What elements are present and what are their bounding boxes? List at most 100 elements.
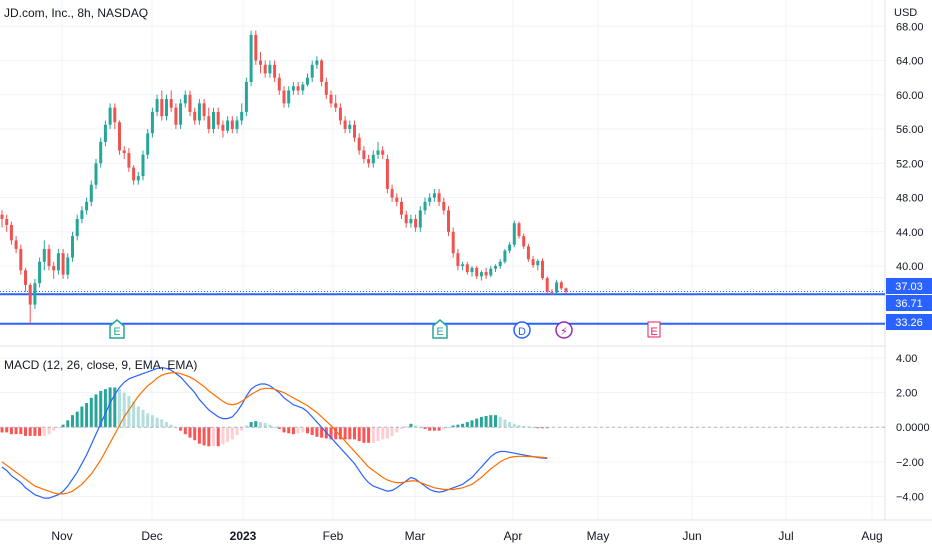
candle-body[interactable] <box>136 176 140 181</box>
candle-body[interactable] <box>503 250 507 262</box>
candle-body[interactable] <box>334 103 338 108</box>
candle-body[interactable] <box>0 214 4 219</box>
candle-body[interactable] <box>155 99 159 112</box>
candle-body[interactable] <box>376 150 380 155</box>
time-axis-labels[interactable]: Nov Dec 2023 Feb Mar Apr May Jun Jul Aug <box>51 529 882 543</box>
event-marker-split[interactable]: ⚡ <box>555 321 573 339</box>
candle-body[interactable] <box>42 248 46 262</box>
candle-body[interactable] <box>277 77 281 91</box>
candle-body[interactable] <box>207 116 211 130</box>
candle-body[interactable] <box>447 210 450 232</box>
candle-body[interactable] <box>122 150 126 154</box>
candle-body[interactable] <box>367 159 371 164</box>
candle-body[interactable] <box>315 60 319 65</box>
candle-body[interactable] <box>146 133 150 155</box>
candle-body[interactable] <box>484 272 488 276</box>
candle-body[interactable] <box>188 94 192 112</box>
price-axis-labels[interactable]: 40.00 44.00 48.00 52.00 56.00 60.00 64.00 68.00 <box>896 21 924 273</box>
candle-body[interactable] <box>75 218 79 237</box>
candle-body[interactable] <box>306 77 309 85</box>
candle-body[interactable] <box>169 99 173 108</box>
candle-body[interactable] <box>310 64 314 78</box>
candle-body[interactable] <box>470 267 474 273</box>
candle-body[interactable] <box>89 184 93 202</box>
candle-body[interactable] <box>9 224 13 241</box>
candle-body[interactable] <box>456 253 460 267</box>
candle-body[interactable] <box>400 201 403 215</box>
candle-body[interactable] <box>301 84 305 91</box>
candle-body[interactable] <box>512 223 516 245</box>
candle-body[interactable] <box>437 193 441 202</box>
candle-body[interactable] <box>296 86 300 91</box>
candle-body[interactable] <box>371 154 375 164</box>
candle-body[interactable] <box>132 167 136 181</box>
candle-body[interactable] <box>418 210 422 228</box>
candles[interactable] <box>0 30 568 324</box>
candle-body[interactable] <box>216 111 220 125</box>
candle-body[interactable] <box>381 150 385 155</box>
candle-body[interactable] <box>465 264 469 273</box>
candle-body[interactable] <box>291 86 295 91</box>
candle-body[interactable] <box>541 260 544 279</box>
candle-body[interactable] <box>423 201 427 211</box>
candle-body[interactable] <box>268 64 272 74</box>
event-markers[interactable]: E E D ⚡ E <box>109 319 661 339</box>
candle-body[interactable] <box>193 111 197 121</box>
candle-body[interactable] <box>221 124 225 131</box>
candle-body[interactable] <box>550 291 554 293</box>
candle-body[interactable] <box>240 111 244 121</box>
candle-body[interactable] <box>150 111 154 134</box>
candle-body[interactable] <box>357 137 361 151</box>
candle-body[interactable] <box>56 253 60 271</box>
candle-body[interactable] <box>390 188 394 198</box>
candle-body[interactable] <box>230 120 234 130</box>
candle-body[interactable] <box>94 163 98 185</box>
candle-body[interactable] <box>52 266 56 271</box>
candle-body[interactable] <box>38 261 42 284</box>
candle-body[interactable] <box>451 231 455 254</box>
candle-body[interactable] <box>197 103 201 121</box>
candle-body[interactable] <box>273 64 277 78</box>
candle-body[interactable] <box>498 261 502 267</box>
candle-body[interactable] <box>353 124 356 138</box>
candle-body[interactable] <box>160 99 164 117</box>
candle-body[interactable] <box>80 210 84 219</box>
candle-body[interactable] <box>14 240 18 249</box>
candle-body[interactable] <box>517 223 521 237</box>
candle-body[interactable] <box>536 260 540 266</box>
candle-body[interactable] <box>113 107 117 123</box>
candle-body[interactable] <box>71 236 74 258</box>
macd-indicator-title[interactable]: MACD (12, 26, close, 9, EMA, EMA) <box>4 358 198 372</box>
candle-body[interactable] <box>564 288 568 292</box>
candle-body[interactable] <box>103 124 107 142</box>
candle-body[interactable] <box>428 197 432 202</box>
candle-body[interactable] <box>338 107 342 121</box>
event-marker-earnings[interactable]: E <box>432 319 448 339</box>
candle-body[interactable] <box>409 218 413 224</box>
candle-body[interactable] <box>479 272 483 277</box>
candle-body[interactable] <box>235 120 239 130</box>
candle-body[interactable] <box>47 248 51 267</box>
candle-body[interactable] <box>508 244 512 251</box>
candle-body[interactable] <box>432 193 436 198</box>
candle-body[interactable] <box>531 259 535 266</box>
candle-body[interactable] <box>559 282 563 289</box>
event-marker-earnings-future[interactable]: E <box>647 321 661 338</box>
candle-body[interactable] <box>85 201 89 211</box>
candle-body[interactable] <box>362 150 366 160</box>
reference-lines[interactable] <box>0 290 885 325</box>
chart-title[interactable]: JD.com, Inc., 8h, NASDAQ <box>4 6 149 20</box>
candle-body[interactable] <box>19 248 23 271</box>
candle-body[interactable] <box>320 60 324 82</box>
candle-body[interactable] <box>489 268 493 276</box>
candle-body[interactable] <box>348 124 352 130</box>
event-marker-dividend[interactable]: D <box>513 321 531 339</box>
candle-body[interactable] <box>324 81 328 95</box>
candle-body[interactable] <box>475 267 479 277</box>
candle-body[interactable] <box>118 122 121 151</box>
candle-body[interactable] <box>343 120 347 130</box>
candle-body[interactable] <box>254 34 258 61</box>
candle-body[interactable] <box>183 94 187 104</box>
candle-body[interactable] <box>329 94 333 104</box>
candle-body[interactable] <box>108 107 112 125</box>
